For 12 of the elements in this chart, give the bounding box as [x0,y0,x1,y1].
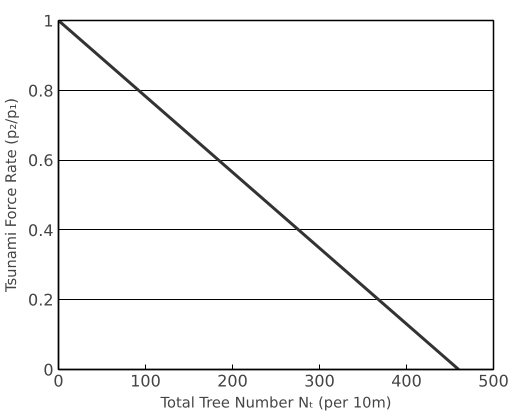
y-axis-title: Tsunami Force Rate (p₂/p₁) [3,98,20,294]
y-tick-label: 1 [43,12,54,30]
y-tick-label: 0.2 [28,290,54,310]
x-tick-label: 200 [217,372,248,390]
y-tick-label: 0.8 [28,81,54,100]
x-axis-title: Total Tree Number Nₜ (per 10m) [160,394,392,412]
y-tick-label: 0.4 [28,220,54,240]
y-tick-label: 0.6 [28,151,54,170]
x-tick-label: 100 [130,372,161,390]
x-tick-label: 300 [304,372,335,390]
x-tick-label: 400 [391,372,422,390]
x-tick-label: 500 [478,372,509,390]
